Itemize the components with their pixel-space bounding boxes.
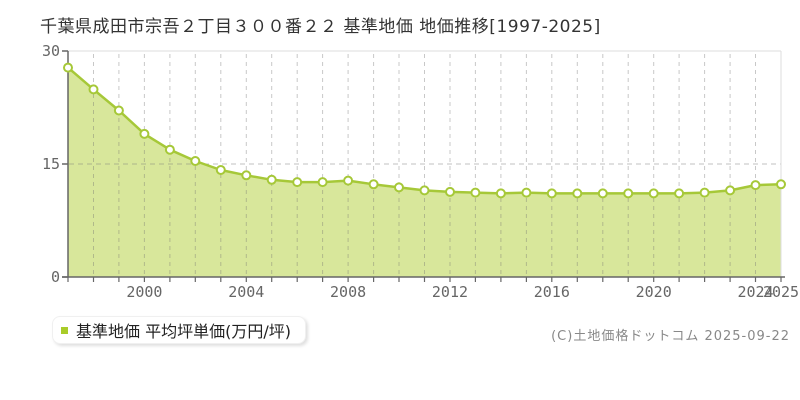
data-point-marker — [648, 188, 659, 199]
chart-title: 千葉県成田市宗吾２丁目３００番２２ 基準地価 地価推移[1997-2025] — [40, 17, 601, 37]
data-point-marker — [139, 128, 150, 139]
x-tick-label: 2000 — [126, 283, 163, 301]
data-point-marker — [419, 185, 430, 196]
data-point-marker — [776, 179, 786, 190]
data-point-marker — [343, 175, 354, 186]
x-tick-label: 2004 — [228, 283, 265, 301]
x-tick-label: 2016 — [533, 283, 570, 301]
data-point-marker — [597, 188, 608, 199]
data-point-marker — [750, 180, 761, 191]
data-point-marker — [725, 185, 736, 196]
y-tick-label: 15 — [41, 155, 60, 173]
data-point-marker — [292, 177, 303, 188]
copyright-text: (C)土地価格ドットコム 2025-09-22 — [551, 329, 790, 344]
data-point-marker — [699, 187, 710, 198]
legend-marker-icon — [61, 326, 68, 334]
legend-label: 基準地価 平均坪単価(万円/坪) — [76, 322, 291, 341]
x-tick-label: 2012 — [431, 283, 469, 301]
y-tick-label: 30 — [41, 42, 60, 60]
data-point-marker — [215, 165, 226, 175]
data-point-marker — [394, 182, 404, 193]
x-tick-label: 2024 — [737, 283, 774, 301]
data-point-marker — [88, 84, 99, 95]
data-point-marker — [266, 174, 277, 185]
x-tick-label: 2020 — [635, 283, 672, 301]
data-point-marker — [164, 144, 175, 155]
data-point-marker — [674, 188, 685, 199]
data-point-marker — [623, 188, 634, 199]
x-tick-label: 2025 — [762, 283, 800, 301]
legend: 基準地価 平均坪単価(万円/坪) — [52, 316, 306, 344]
data-point-marker — [113, 105, 124, 116]
area-fill — [68, 67, 781, 277]
data-point-marker — [445, 186, 455, 197]
data-point-marker — [546, 188, 557, 199]
data-point-marker — [495, 188, 506, 199]
data-point-marker — [572, 188, 583, 199]
data-point-marker — [521, 187, 532, 198]
data-point-marker — [470, 187, 481, 198]
data-point-marker — [190, 156, 201, 166]
data-point-marker — [317, 177, 328, 188]
y-tick-label: 0 — [50, 268, 60, 286]
data-point-marker — [368, 179, 379, 190]
data-point-marker — [241, 170, 252, 181]
data-point-marker — [63, 62, 73, 73]
x-tick-label: 2008 — [330, 283, 367, 301]
